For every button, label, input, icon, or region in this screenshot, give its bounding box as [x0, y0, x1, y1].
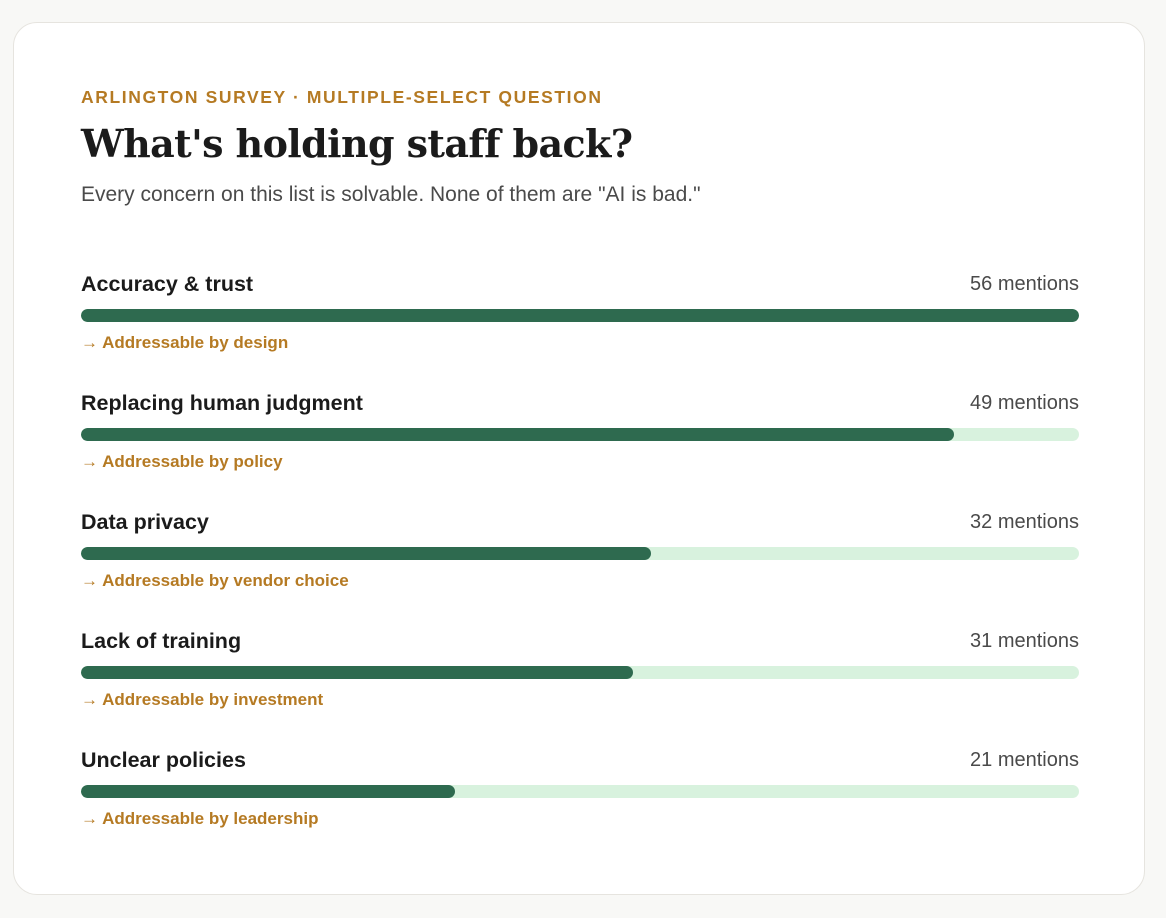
value-label: 21 mentions — [970, 749, 1079, 771]
survey-card: ARLINGTON SURVEY · MULTIPLE-SELECT QUEST… — [13, 22, 1145, 895]
bar — [81, 785, 456, 798]
bar — [81, 428, 955, 441]
value-label: 56 mentions — [970, 273, 1079, 295]
bar-row: Lack of training 31 mentions → Addressab… — [81, 628, 1079, 718]
bar — [81, 547, 652, 560]
addressable-note: → Addressable by policy — [81, 452, 283, 471]
value-label: 49 mentions — [970, 392, 1079, 414]
category-label: Accuracy & trust — [81, 272, 254, 296]
category-label: Unclear policies — [81, 748, 246, 772]
category-label: Data privacy — [81, 510, 209, 534]
addressable-note: → Addressable by investment — [81, 690, 324, 709]
bar-track — [81, 547, 1079, 560]
addressable-note: → Addressable by design — [81, 333, 289, 352]
bar-track — [81, 785, 1079, 798]
bar-track — [81, 309, 1079, 322]
value-label: 31 mentions — [970, 630, 1079, 652]
addressable-note: → Addressable by vendor choice — [81, 571, 349, 590]
chart-subtitle: Every concern on this list is solvable. … — [81, 183, 701, 206]
chart-title: What's holding staff back? — [81, 121, 633, 166]
bar-row: Replacing human judgment 49 mentions → A… — [81, 390, 1079, 480]
bar-track — [81, 428, 1079, 441]
bar — [81, 666, 634, 679]
eyebrow-label: ARLINGTON SURVEY · MULTIPLE-SELECT QUEST… — [81, 87, 603, 107]
bar-track — [81, 666, 1079, 679]
bar-row: Data privacy 32 mentions → Addressable b… — [81, 509, 1079, 599]
category-label: Lack of training — [81, 629, 242, 653]
bar-row: Unclear policies 21 mentions → Addressab… — [81, 747, 1079, 837]
bar — [81, 309, 1079, 322]
value-label: 32 mentions — [970, 511, 1079, 533]
category-label: Replacing human judgment — [81, 391, 363, 415]
bar-row: Accuracy & trust 56 mentions → Addressab… — [81, 271, 1079, 361]
addressable-note: → Addressable by leadership — [81, 809, 319, 828]
